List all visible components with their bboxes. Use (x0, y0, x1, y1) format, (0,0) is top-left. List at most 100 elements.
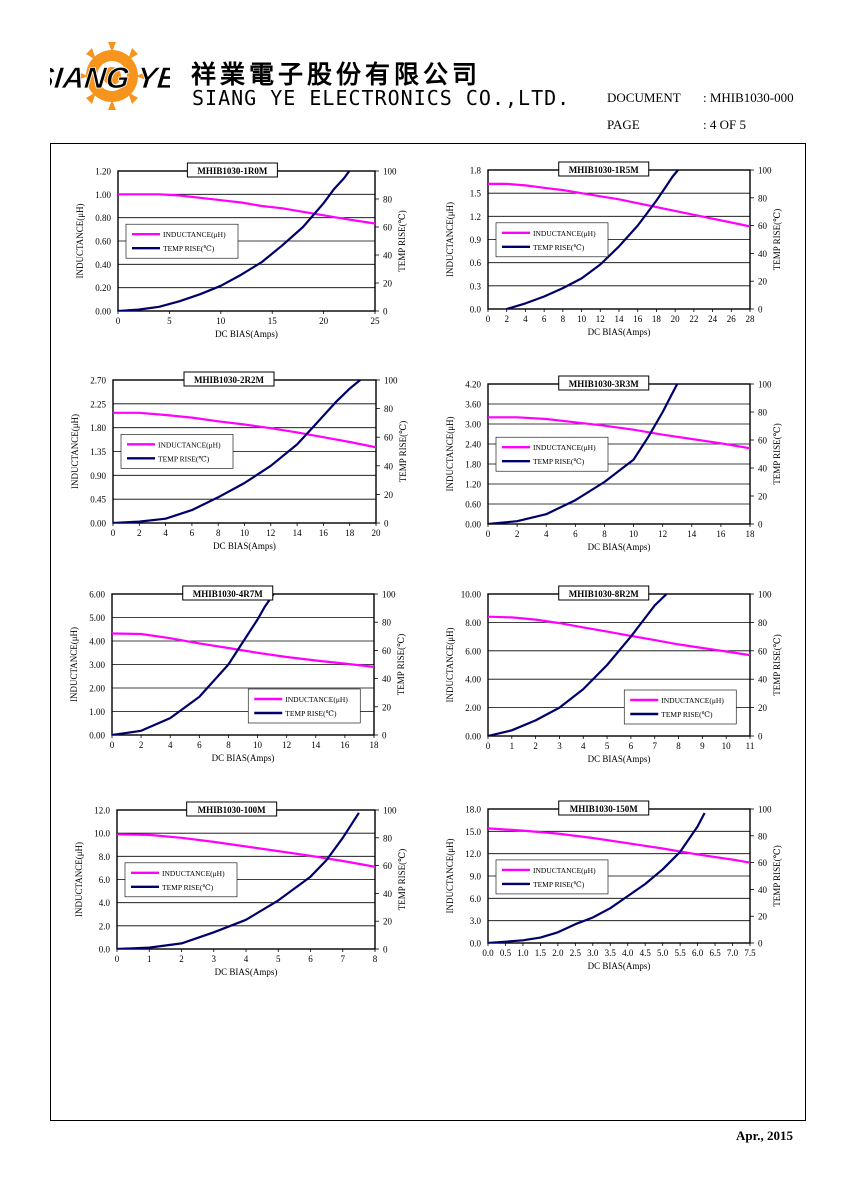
y-axis-label: INDUCTANCE(μH) (70, 414, 80, 489)
y-tick-label: 2.70 (90, 376, 106, 386)
charts-frame (50, 143, 806, 1121)
y-tick-label: 0.60 (465, 500, 481, 510)
y2-tick-label: 80 (758, 193, 768, 203)
y2-tick-label: 100 (758, 805, 772, 815)
x-tick-label: 10 (240, 528, 250, 538)
chart-title: MHIB1030-4R7M (193, 589, 263, 599)
y-tick-label: 3.0 (470, 916, 482, 926)
y-tick-label: 0.00 (465, 732, 481, 742)
y2-tick-label: 20 (383, 917, 393, 927)
y-tick-label: 2.00 (465, 703, 481, 713)
x-axis-label: DC BIAS(Amps) (215, 329, 278, 339)
y-tick-label: 0.00 (95, 307, 111, 317)
x-tick-label: 7 (652, 741, 657, 751)
y-tick-label: 0.90 (90, 471, 106, 481)
y-tick-label: 5.00 (89, 613, 105, 623)
chart-title: MHIB1030-150M (570, 804, 638, 814)
chart-title-box (558, 375, 650, 391)
temp-rise-series-line (506, 170, 679, 309)
chart-7: 0.0 2.0 4.0 6.0 8.0 10.0 12.0 0 20 40 60 80 100 0 1 2 3 4… (74, 801, 407, 977)
y-axis-label: INDUCTANCE(μH) (445, 416, 455, 491)
x-tick-label: 10 (216, 316, 226, 326)
x-tick-label: 8 (216, 528, 221, 538)
y2-tick-label: 60 (383, 223, 393, 233)
y-tick-label: 2.25 (90, 399, 106, 409)
y2-axis-label: TEMP RISE(℃) (397, 849, 407, 910)
x-axis-label: DC BIAS(Amps) (212, 753, 275, 763)
x-tick-label: 1.0 (517, 948, 529, 958)
legend-temp-rise-label: TEMP RISE(℃) (533, 457, 585, 466)
x-axis-label: DC BIAS(Amps) (588, 327, 651, 337)
x-tick-label: 20 (372, 528, 382, 538)
y2-axis-label: TEMP RISE(℃) (772, 845, 782, 906)
y-tick-label: 15.0 (465, 827, 481, 837)
y2-axis-label: TEMP RISE(℃) (398, 421, 408, 482)
legend-inductance-label: INDUCTANCE(μH) (661, 696, 724, 705)
x-tick-label: 4 (244, 954, 249, 964)
y-tick-label: 0.0 (470, 305, 482, 315)
y2-tick-label: 80 (382, 618, 392, 628)
legend-temp-rise-label: TEMP RISE(℃) (285, 709, 337, 718)
legend-temp-rise-label: TEMP RISE(℃) (661, 710, 713, 719)
legend-temp-rise-label: TEMP RISE(℃) (158, 454, 210, 463)
y-tick-label: 1.2 (470, 212, 481, 222)
y2-tick-label: 100 (383, 806, 397, 816)
chart-title-box (186, 801, 278, 817)
x-tick-label: 2 (179, 954, 184, 964)
x-tick-label: 14 (293, 528, 303, 538)
x-tick-label: 3 (212, 954, 217, 964)
y-tick-label: 1.00 (95, 190, 111, 200)
x-tick-label: 1 (147, 954, 152, 964)
y2-tick-label: 80 (758, 618, 768, 628)
page-value: : 4 OF 5 (703, 117, 746, 132)
y2-tick-label: 100 (758, 166, 772, 176)
x-axis-label: DC BIAS(Amps) (588, 542, 651, 552)
y2-tick-label: 100 (383, 167, 397, 177)
x-tick-label: 5.0 (657, 948, 669, 958)
x-tick-label: 1.5 (535, 948, 547, 958)
y-tick-label: 8.00 (465, 618, 481, 628)
temp-rise-series-line (112, 594, 275, 735)
inductance-series-line (113, 411, 376, 449)
x-tick-label: 18 (370, 740, 380, 750)
y2-tick-label: 20 (758, 703, 768, 713)
x-tick-label: 0 (486, 529, 491, 539)
y2-tick-label: 40 (758, 464, 768, 474)
legend-box (120, 434, 234, 469)
y2-tick-label: 100 (384, 376, 398, 386)
inductance-series-line (488, 827, 750, 864)
x-tick-label: 10 (577, 314, 587, 324)
y2-axis-label: TEMP RISE(℃) (772, 423, 782, 484)
x-tick-label: 16 (633, 314, 643, 324)
legend-box (125, 223, 239, 259)
x-tick-label: 5 (276, 954, 281, 964)
y-tick-label: 6.00 (89, 590, 105, 600)
y2-tick-label: 80 (758, 831, 768, 841)
y2-tick-label: 0 (758, 520, 763, 530)
y2-axis-label: TEMP RISE(℃) (772, 209, 782, 270)
x-tick-label: 8 (602, 529, 607, 539)
y2-tick-label: 60 (384, 433, 394, 443)
x-tick-label: 1 (510, 741, 515, 751)
y2-tick-label: 0 (383, 307, 388, 317)
x-tick-label: 7.0 (727, 948, 739, 958)
legend-box (495, 436, 609, 472)
y-tick-label: 0.0 (99, 945, 111, 955)
x-tick-label: 0.5 (500, 948, 512, 958)
y2-axis-label: TEMP RISE(℃) (396, 634, 406, 695)
company-name-chinese: 祥業電子股份有限公司 (191, 60, 482, 89)
inductance-series-line (118, 193, 375, 225)
legend-box (495, 222, 609, 258)
x-tick-label: 26 (727, 314, 737, 324)
x-tick-label: 4 (544, 529, 549, 539)
y-tick-label: 6.0 (470, 894, 482, 904)
x-tick-label: 6 (542, 314, 547, 324)
y-axis-label: INDUCTANCE(μH) (445, 202, 455, 277)
y-tick-label: 1.20 (95, 167, 111, 177)
x-axis-label: DC BIAS(Amps) (588, 961, 651, 971)
y2-tick-label: 80 (383, 195, 393, 205)
y2-tick-label: 60 (758, 221, 768, 231)
x-tick-label: 8 (561, 314, 566, 324)
y2-tick-label: 60 (758, 436, 768, 446)
